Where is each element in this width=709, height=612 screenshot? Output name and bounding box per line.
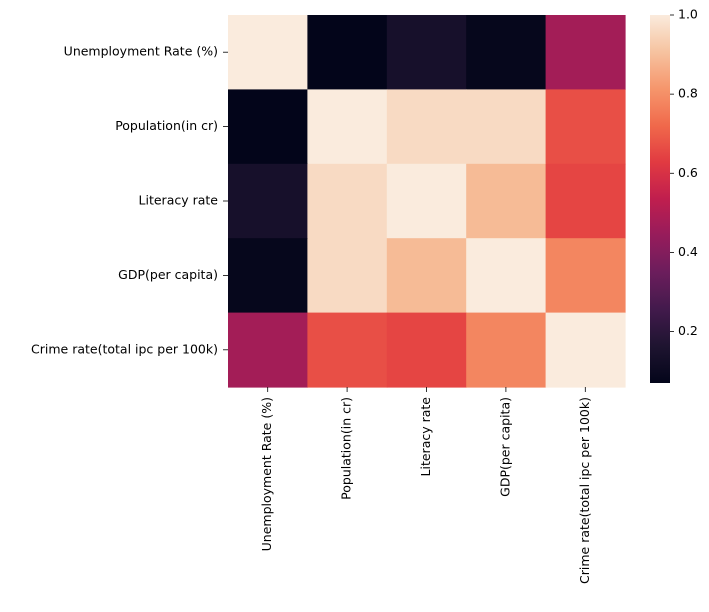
heatmap-cell xyxy=(386,163,467,239)
x-tick-label: GDP(per capita) xyxy=(497,397,512,497)
heatmap-cell xyxy=(307,238,388,314)
heatmap-cell xyxy=(545,163,626,239)
colorbar-tick-label: 0.4 xyxy=(678,244,698,259)
heatmap-cell xyxy=(307,312,388,388)
heatmap-cell xyxy=(228,312,308,388)
y-tick-label: Crime rate(total ipc per 100k) xyxy=(31,341,218,356)
heatmap-cell xyxy=(466,238,547,314)
heatmap-cell xyxy=(545,89,626,165)
heatmap-cell xyxy=(228,238,308,314)
colorbar-tick-label: 0.8 xyxy=(678,86,698,101)
heatmap-cell xyxy=(386,15,467,90)
x-tick-label: Crime rate(total ipc per 100k) xyxy=(577,397,592,584)
heatmap-cell xyxy=(466,163,547,239)
colorbar-tick-label: 0.6 xyxy=(678,165,698,180)
y-tick-label: GDP(per capita) xyxy=(118,267,218,282)
row-tick-labels: Unemployment Rate (%) Population(in cr) Li… xyxy=(31,44,228,356)
column-tick-labels: Unemployment Rate (%) Population(in cr) Li… xyxy=(259,387,592,584)
y-tick-label: Population(in cr) xyxy=(115,118,218,133)
heatmap-cell xyxy=(466,89,547,165)
colorbar-gradient xyxy=(650,15,670,383)
heatmap-cell xyxy=(307,89,388,165)
heatmap-cell xyxy=(228,15,308,90)
heatmap-cell xyxy=(466,15,547,90)
heatmap-cells xyxy=(228,15,626,388)
heatmap-cell xyxy=(228,89,308,165)
heatmap-cell xyxy=(228,163,308,239)
colorbar-tick-label: 0.2 xyxy=(678,323,698,338)
x-tick-label: Population(in cr) xyxy=(339,397,354,500)
heatmap-cell xyxy=(545,238,626,314)
y-tick-label: Literacy rate xyxy=(139,193,219,208)
heatmap-cell xyxy=(386,89,467,165)
heatmap-cell xyxy=(307,163,388,239)
heatmap-cell xyxy=(307,15,388,90)
heatmap-cell xyxy=(386,312,467,388)
colorbar: 0.2 0.4 0.6 0.8 1.0 xyxy=(650,7,698,383)
y-tick-label: Unemployment Rate (%) xyxy=(64,44,218,59)
x-tick-label: Literacy rate xyxy=(418,397,433,477)
heatmap-cell xyxy=(545,15,626,90)
colorbar-tick-label: 1.0 xyxy=(678,7,698,22)
heatmap-cell xyxy=(386,238,467,314)
heatmap-cell xyxy=(466,312,547,388)
x-tick-label: Unemployment Rate (%) xyxy=(259,397,274,551)
heatmap-cell xyxy=(545,312,626,388)
